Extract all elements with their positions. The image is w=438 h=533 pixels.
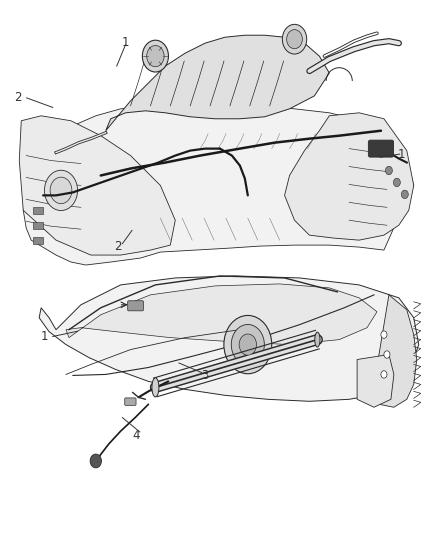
Circle shape bbox=[384, 351, 390, 358]
Circle shape bbox=[393, 178, 400, 187]
Circle shape bbox=[142, 40, 169, 72]
Text: 3: 3 bbox=[201, 369, 209, 382]
Circle shape bbox=[239, 334, 257, 355]
Circle shape bbox=[90, 454, 102, 468]
FancyBboxPatch shape bbox=[33, 237, 43, 244]
Circle shape bbox=[224, 316, 272, 374]
Polygon shape bbox=[285, 113, 414, 240]
Circle shape bbox=[231, 325, 265, 365]
FancyBboxPatch shape bbox=[125, 398, 136, 405]
Circle shape bbox=[50, 177, 72, 204]
Circle shape bbox=[381, 331, 387, 338]
Polygon shape bbox=[66, 284, 377, 345]
Polygon shape bbox=[23, 104, 414, 265]
FancyBboxPatch shape bbox=[368, 140, 394, 157]
Ellipse shape bbox=[315, 332, 320, 347]
Text: 1: 1 bbox=[398, 148, 406, 160]
Text: 2: 2 bbox=[114, 240, 122, 253]
Circle shape bbox=[283, 25, 307, 54]
Text: 1: 1 bbox=[122, 36, 129, 49]
Circle shape bbox=[401, 190, 408, 199]
Ellipse shape bbox=[152, 378, 159, 397]
FancyBboxPatch shape bbox=[33, 207, 43, 214]
FancyBboxPatch shape bbox=[33, 222, 43, 229]
Polygon shape bbox=[19, 116, 175, 255]
FancyBboxPatch shape bbox=[128, 301, 143, 311]
Polygon shape bbox=[39, 276, 419, 401]
Text: 4: 4 bbox=[133, 429, 140, 442]
Polygon shape bbox=[374, 295, 417, 407]
Polygon shape bbox=[106, 35, 329, 131]
Circle shape bbox=[147, 45, 164, 67]
Circle shape bbox=[385, 166, 392, 175]
Text: 1: 1 bbox=[41, 330, 49, 343]
Text: 2: 2 bbox=[14, 91, 21, 104]
Circle shape bbox=[287, 30, 302, 49]
Polygon shape bbox=[357, 354, 394, 407]
Circle shape bbox=[381, 371, 387, 378]
Circle shape bbox=[45, 170, 78, 211]
